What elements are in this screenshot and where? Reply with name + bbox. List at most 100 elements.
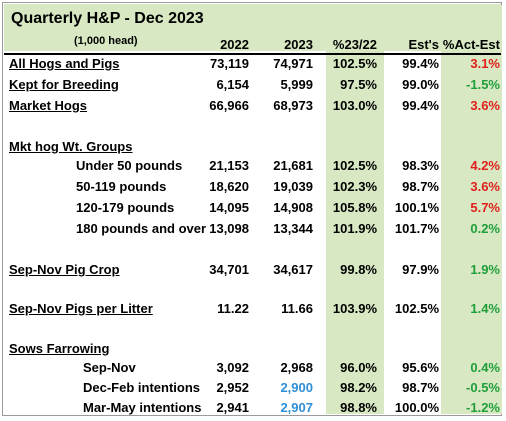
table-row: Under 50 pounds 21,153 21,681 102.5% 98.3% 4.… <box>3 158 503 178</box>
pct-change-value: 96.0% <box>340 360 377 375</box>
header-estimates: Est's <box>408 37 439 52</box>
row-label: Sep-Nov <box>83 360 136 375</box>
header-act-vs-est: %Act-Est <box>442 37 500 52</box>
value-2022: 21,153 <box>209 158 249 173</box>
table-row: Mkt hog Wt. Groups <box>3 139 503 159</box>
value-2022: 34,701 <box>209 262 249 277</box>
header-pct-change: %23/22 <box>332 37 377 52</box>
value-2023: 2,900 <box>280 380 313 395</box>
table-row: All Hogs and Pigs 73,119 74,971 102.5% 99.4%… <box>3 56 503 76</box>
header-divider <box>4 53 501 55</box>
value-2023: 21,681 <box>273 158 313 173</box>
value-2023: 2,907 <box>280 400 313 415</box>
act-vs-est-value: -1.2% <box>466 400 500 415</box>
act-vs-est-value: 3.1% <box>470 56 500 71</box>
pct-change-value: 98.8% <box>340 400 377 415</box>
act-vs-est-value: 1.4% <box>470 301 500 316</box>
value-2023: 68,973 <box>273 98 313 113</box>
pct-change-value: 102.5% <box>332 158 377 173</box>
value-2023: 13,344 <box>273 221 313 236</box>
row-label: 180 pounds and over <box>76 221 207 236</box>
estimate-value: 101.7% <box>394 221 439 236</box>
table-row: Mar-May intentions 2,941 2,907 98.8% 100.0% -… <box>3 400 503 420</box>
table-row: Dec-Feb intentions 2,952 2,900 98.2% 98.7% -0… <box>3 380 503 400</box>
row-label: 50-119 pounds <box>76 179 167 194</box>
act-vs-est-value: 4.2% <box>470 158 500 173</box>
estimate-value: 99.0% <box>402 77 439 92</box>
row-label: Sows Farrowing <box>9 341 110 356</box>
table-row: Sep-Nov Pig Crop 34,701 34,617 99.8% 97.9% 1.… <box>3 262 503 282</box>
table-row: Kept for Breeding 6,154 5,999 97.5% 99.0% -1.… <box>3 77 503 97</box>
table-row: Sep-Nov 3,092 2,968 96.0% 95.6% 0.4% <box>3 360 503 380</box>
table-row: 120-179 pounds 14,095 14,908 105.8% 100.1% 5.… <box>3 200 503 220</box>
table-row: Market Hogs 66,966 68,973 103.0% 99.4% 3.6% <box>3 98 503 118</box>
act-vs-est-value: 3.6% <box>470 98 500 113</box>
value-2022: 2,952 <box>216 380 249 395</box>
value-2023: 34,617 <box>273 262 313 277</box>
table-subtitle: (1,000 head) <box>74 35 138 47</box>
act-vs-est-value: -0.5% <box>466 380 500 395</box>
table-row: 180 pounds and over 13,098 13,344 101.9% 101… <box>3 221 503 241</box>
act-vs-est-value: 0.2% <box>470 221 500 236</box>
act-vs-est-value: 5.7% <box>470 200 500 215</box>
act-vs-est-value: -1.5% <box>466 77 500 92</box>
value-2022: 66,966 <box>209 98 249 113</box>
value-2022: 14,095 <box>209 200 249 215</box>
row-label: Mar-May intentions <box>83 400 202 415</box>
value-2022: 13,098 <box>209 221 249 236</box>
pct-change-value: 103.9% <box>332 301 377 316</box>
estimate-value: 99.4% <box>402 56 439 71</box>
value-2022: 2,941 <box>216 400 249 415</box>
act-est-column-band <box>441 5 502 414</box>
hogs-and-pigs-table: Quarterly H&P - Dec 2023 (1,000 head) 20… <box>2 2 502 416</box>
estimate-value: 100.1% <box>394 200 439 215</box>
table-row: Sows Farrowing <box>3 341 503 361</box>
estimate-value: 98.7% <box>402 179 439 194</box>
estimate-value: 102.5% <box>394 301 439 316</box>
act-vs-est-value: 1.9% <box>470 262 500 277</box>
header-2022: 2022 <box>220 37 249 52</box>
header-2023: 2023 <box>284 37 313 52</box>
value-2022: 3,092 <box>216 360 249 375</box>
estimate-value: 97.9% <box>402 262 439 277</box>
table-row: 50-119 pounds 18,620 19,039 102.3% 98.7% 3.6% <box>3 179 503 199</box>
value-2023: 5,999 <box>280 77 313 92</box>
act-vs-est-value: 0.4% <box>470 360 500 375</box>
value-2023: 2,968 <box>280 360 313 375</box>
pct-change-value: 98.2% <box>340 380 377 395</box>
row-label: All Hogs and Pigs <box>9 56 120 71</box>
title-bar: Quarterly H&P - Dec 2023 (1,000 head) <box>4 4 501 51</box>
value-2022: 11.22 <box>217 301 249 316</box>
row-label: Sep-Nov Pigs per Litter <box>9 301 153 316</box>
value-2023: 19,039 <box>273 179 313 194</box>
value-2023: 14,908 <box>273 200 313 215</box>
pct-change-value: 105.8% <box>332 200 377 215</box>
table-title: Quarterly H&P - Dec 2023 <box>11 10 204 27</box>
estimate-value: 100.0% <box>394 400 439 415</box>
row-label: Under 50 pounds <box>76 158 183 173</box>
pct-change-value: 99.8% <box>340 262 377 277</box>
row-label: Market Hogs <box>9 98 88 113</box>
pct-change-value: 102.3% <box>332 179 377 194</box>
row-label: 120-179 pounds <box>76 200 175 215</box>
value-2023: 74,971 <box>273 56 313 71</box>
row-label: Kept for Breeding <box>9 77 119 92</box>
value-2022: 18,620 <box>209 179 249 194</box>
pct-change-column-band <box>326 5 384 414</box>
row-label: Sep-Nov Pig Crop <box>9 262 120 277</box>
row-label: Mkt hog Wt. Groups <box>9 139 133 154</box>
estimate-value: 98.7% <box>402 380 439 395</box>
estimate-value: 99.4% <box>402 98 439 113</box>
pct-change-value: 103.0% <box>332 98 377 113</box>
estimate-value: 95.6% <box>402 360 439 375</box>
pct-change-value: 101.9% <box>332 221 377 236</box>
estimate-value: 98.3% <box>402 158 439 173</box>
act-vs-est-value: 3.6% <box>470 179 500 194</box>
value-2023: 11.66 <box>281 301 313 316</box>
row-label: Dec-Feb intentions <box>83 380 201 395</box>
value-2022: 6,154 <box>216 77 249 92</box>
pct-change-value: 97.5% <box>340 77 377 92</box>
table-row: Sep-Nov Pigs per Litter 11.22 11.66 103.9% 1… <box>3 301 503 321</box>
value-2022: 73,119 <box>209 56 249 71</box>
pct-change-value: 102.5% <box>332 56 377 71</box>
